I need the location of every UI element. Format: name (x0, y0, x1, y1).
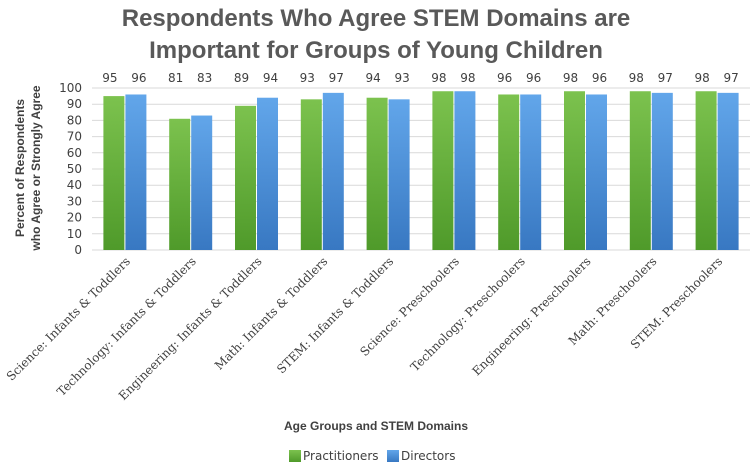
bar-directors-0 (125, 94, 147, 250)
bar-practitioners-5 (432, 91, 454, 251)
y-tick-label: 40 (67, 178, 82, 192)
bar-directors-5 (454, 91, 476, 251)
data-label-practitioners-8: 98 (629, 71, 644, 85)
legend-swatch-directors (387, 450, 399, 462)
data-label-practitioners-0: 95 (102, 71, 117, 85)
data-label-practitioners-9: 98 (694, 71, 709, 85)
bar-directors-9 (717, 92, 739, 250)
y-tick-label: 0 (74, 243, 82, 257)
legend-label-directors: Directors (401, 449, 455, 463)
category-label-3: Math: Infants & Toddlers (212, 254, 330, 372)
bar-practitioners-3 (300, 99, 322, 250)
legend-label-practitioners: Practitioners (303, 449, 379, 463)
y-tick-label: 90 (67, 97, 82, 111)
data-label-directors-1: 83 (197, 71, 212, 85)
bar-practitioners-9 (695, 91, 717, 251)
data-labels: 95 96 81 83 89 94 93 97 94 93 98 98 96 96 98 96 98 97 98 97 (102, 71, 738, 85)
data-label-directors-3: 97 (329, 71, 344, 85)
bar-directors-7 (586, 94, 607, 250)
data-label-directors-4: 93 (394, 71, 409, 85)
legend-swatch-practitioners (289, 450, 301, 462)
bar-practitioners-7 (564, 91, 585, 251)
bar-practitioners-2 (235, 105, 256, 250)
data-label-practitioners-1: 81 (168, 71, 183, 85)
x-axis-title: Age Groups and STEM Domains (284, 419, 468, 433)
data-label-directors-6: 96 (526, 71, 541, 85)
category-label-4: STEM: Infants & Toddlers (274, 254, 396, 376)
grid-lines (92, 87, 750, 251)
y-axis-title-line-2: who Agree or Strongly Agree (29, 85, 43, 251)
data-label-directors-9: 97 (723, 71, 738, 85)
bar-practitioners-8 (629, 91, 651, 251)
y-tick-label: 30 (67, 194, 82, 208)
data-label-directors-8: 97 (658, 71, 673, 85)
data-label-practitioners-7: 98 (563, 71, 578, 85)
y-tick-label: 80 (67, 113, 82, 127)
y-tick-labels: 0 10 20 30 40 50 60 70 80 90 100 (59, 81, 82, 257)
data-label-practitioners-3: 93 (300, 71, 315, 85)
y-tick-label: 70 (67, 130, 82, 144)
category-label-0: Science: Infants & Toddlers (4, 254, 133, 383)
y-axis-title-line-1: Percent of Respondents (13, 99, 27, 237)
bar-directors-4 (388, 99, 410, 250)
data-label-practitioners-2: 89 (234, 71, 249, 85)
data-label-practitioners-4: 94 (365, 71, 380, 85)
y-tick-label: 10 (67, 227, 82, 241)
data-label-directors-7: 96 (592, 71, 607, 85)
bar-practitioners-4 (366, 97, 388, 250)
category-label-1: Technology: Infants & Toddlers (54, 254, 199, 399)
data-label-directors-5: 98 (460, 71, 475, 85)
bar-practitioners-6 (498, 94, 520, 250)
bar-directors-6 (520, 94, 542, 250)
chart-title-line-1: Respondents Who Agree STEM Domains are (122, 5, 631, 32)
bar-directors-2 (257, 97, 278, 250)
y-tick-label: 20 (67, 211, 82, 225)
data-label-practitioners-6: 96 (497, 71, 512, 85)
bars (103, 91, 739, 251)
bar-practitioners-1 (169, 118, 191, 250)
bar-directors-8 (651, 92, 673, 250)
data-label-practitioners-5: 98 (431, 71, 446, 85)
y-tick-label: 50 (67, 162, 82, 176)
category-label-6: Technology: Preschoolers (408, 254, 528, 374)
legend: Practitioners Directors (289, 449, 455, 463)
data-label-directors-2: 94 (263, 71, 278, 85)
bar-practitioners-0 (103, 96, 125, 250)
category-label-7: Engineering: Preschoolers (469, 254, 593, 378)
chart-title-line-2: Important for Groups of Young Children (149, 37, 603, 64)
y-tick-label: 100 (59, 81, 82, 95)
data-label-directors-0: 96 (131, 71, 146, 85)
bar-directors-3 (322, 92, 344, 250)
y-tick-label: 60 (67, 146, 82, 160)
category-label-2: Engineering: Infants & Toddlers (116, 254, 265, 403)
bar-directors-1 (191, 115, 213, 250)
